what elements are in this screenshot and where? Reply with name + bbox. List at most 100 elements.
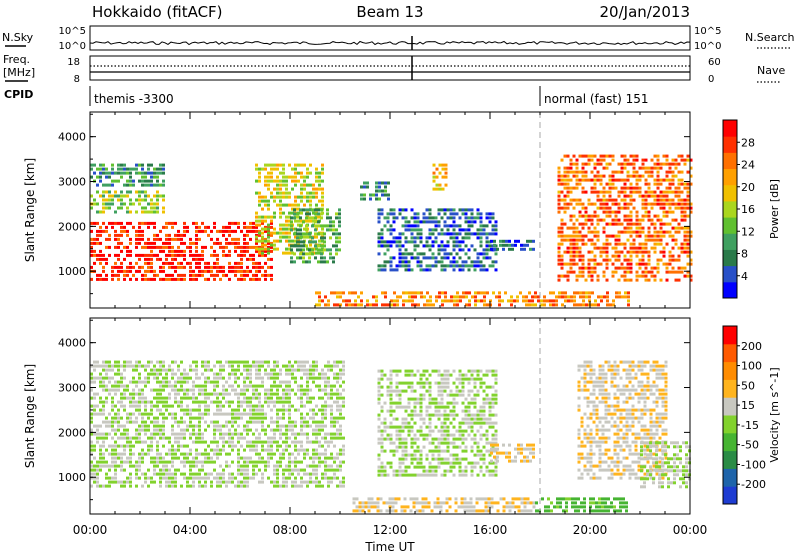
colorbar-tick-label: 28 <box>741 136 755 149</box>
cpid-segment-1: normal (fast) 151 <box>544 92 648 106</box>
colorbar-swatch <box>723 265 737 283</box>
y-tick-label: 3000 <box>58 176 86 189</box>
freq-tick-top: 18 <box>67 57 80 68</box>
colorbar-swatch <box>723 184 737 202</box>
beam-label: Beam 13 <box>356 3 423 21</box>
x-tick-label: 08:00 <box>273 523 308 537</box>
nave-tick-top: 60 <box>708 57 721 68</box>
colorbar-tick-label: -100 <box>741 458 766 471</box>
colorbar-swatch <box>723 432 737 452</box>
radar-title: Hokkaido (fitACF) <box>92 3 223 21</box>
velocity-panel: 1000 2000 3000 4000 Slant Range [km] 200 100 50… <box>23 317 781 515</box>
colorbar-tick-label: 4 <box>741 270 748 283</box>
y-axis-label: Slant Range [km] <box>23 364 37 468</box>
colorbar-tick-label: 12 <box>741 225 755 238</box>
colorbar-tick-label: 50 <box>741 379 755 392</box>
colorbar-tick-label: 200 <box>741 340 762 353</box>
nsky-tick-top: 10^5 <box>59 26 86 37</box>
date-label: 20/Jan/2013 <box>600 3 691 21</box>
nsearch-label: N.Search <box>745 31 795 44</box>
power-region-6 <box>432 163 448 191</box>
freq-tick-bottom: 8 <box>74 74 80 85</box>
power-region-0 <box>90 221 273 281</box>
colorbar-tick-label: 15 <box>741 399 755 412</box>
nsky-tick-bottom: 10^0 <box>59 41 86 52</box>
velocity-region-2 <box>490 443 535 463</box>
nsearch-tick-bottom: 10^0 <box>694 41 721 52</box>
power-region-5 <box>360 181 390 201</box>
power-panel: 1000 2000 3000 4000 Slant Range [km] 4 8 12 16 20… <box>23 111 781 309</box>
power-region-9 <box>315 291 630 307</box>
velocity-region-6 <box>640 441 691 489</box>
colorbar-swatch <box>723 233 737 250</box>
nsearch-tick-top: 10^5 <box>694 26 721 37</box>
x-tick-label: 00:00 <box>73 523 108 537</box>
colorbar-tick-label: 8 <box>741 248 748 261</box>
x-tick-label: 12:00 <box>373 523 408 537</box>
colorbar-swatch <box>723 136 737 153</box>
y-tick-label: 1000 <box>58 471 86 484</box>
colorbar-swatch <box>723 415 737 434</box>
velocity-region-0 <box>90 360 345 488</box>
power-region-8 <box>490 239 535 251</box>
colorbar-tick-label: 20 <box>741 181 755 194</box>
power-region-10 <box>557 154 693 282</box>
freq-panel <box>89 55 691 81</box>
cpid-label: CPID <box>4 88 33 101</box>
colorbar-tick-label: 100 <box>741 360 762 373</box>
colorbar-swatch <box>723 152 737 170</box>
colorbar-label: Velocity [m s^-1] <box>768 367 781 462</box>
velocity-region-1 <box>377 369 498 477</box>
velocity-region-3 <box>352 497 536 513</box>
colorbar-swatch <box>723 168 737 186</box>
nave-tick-bottom: 0 <box>708 74 714 85</box>
freq-label: Freq. <box>3 53 30 66</box>
colorbar-swatch <box>723 249 737 267</box>
colorbar-swatch <box>723 486 737 505</box>
power-region-4 <box>290 208 341 264</box>
power-region-7 <box>377 208 498 272</box>
colorbar-tick-label: -15 <box>741 419 759 432</box>
colorbar-tick-label: 24 <box>741 159 755 172</box>
nsky-trace <box>89 36 691 50</box>
colorbar-tick-label: -200 <box>741 478 766 491</box>
nsky-label: N.Sky <box>2 31 34 44</box>
colorbar-swatch <box>723 217 737 234</box>
x-tick-label: 16:00 <box>473 523 508 537</box>
y-tick-label: 2000 <box>58 220 86 233</box>
nave-label: Nave <box>757 64 785 77</box>
cpid-row: themis -3300 normal (fast) 151 <box>89 86 648 106</box>
power-region-1 <box>90 190 165 214</box>
x-tick-label: 04:00 <box>173 523 208 537</box>
x-tick-label: 00:00 <box>673 523 708 537</box>
colorbar-swatch <box>723 379 737 398</box>
x-axis-label: Time UT <box>364 540 415 554</box>
time-axis: 00:00 04:00 08:00 12:00 16:00 20:00 00:00 <box>73 523 708 537</box>
y-tick-label: 4000 <box>58 337 86 350</box>
y-tick-label: 3000 <box>58 382 86 395</box>
freq-unit: [MHz] <box>3 66 35 79</box>
y-tick-label: 2000 <box>58 426 86 439</box>
cpid-segment-0: themis -3300 <box>94 92 174 106</box>
nsky-trace-line <box>89 40 691 46</box>
colorbar-swatch <box>723 200 737 218</box>
y-axis-label: Slant Range [km] <box>23 158 37 262</box>
colorbar-label: Power [dB] <box>768 179 781 239</box>
colorbar-tick-label: -50 <box>741 439 759 452</box>
colorbar-swatch <box>723 343 737 363</box>
y-tick-label: 4000 <box>58 131 86 144</box>
x-tick-label: 20:00 <box>573 523 608 537</box>
nsky-panel <box>89 25 691 51</box>
colorbar-swatch <box>723 397 737 416</box>
colorbar-frame <box>722 325 738 505</box>
colorbar-swatch <box>723 281 737 299</box>
colorbar-swatch <box>723 468 737 487</box>
power-region-2 <box>90 163 165 187</box>
colorbar-swatch <box>723 361 737 380</box>
y-tick-label: 1000 <box>58 265 86 278</box>
colorbar-swatch <box>723 326 737 345</box>
colorbar-tick-label: 16 <box>741 203 755 216</box>
colorbar-swatch <box>723 450 737 469</box>
colorbar-swatch <box>723 120 737 137</box>
